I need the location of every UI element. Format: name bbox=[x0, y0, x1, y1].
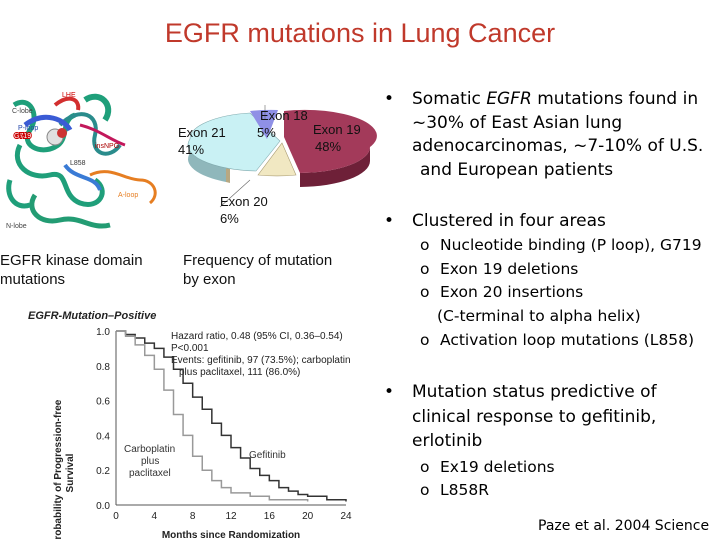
pie-label-exon20: Exon 20 6% bbox=[220, 194, 268, 226]
sub-bullet-ex19: o Ex19 deletions bbox=[420, 458, 555, 476]
p-loop-segment bbox=[23, 114, 73, 132]
km-y-tick: 0.6 bbox=[96, 397, 110, 408]
km-y-tick: 0.2 bbox=[96, 466, 110, 477]
bullet-3: • Mutation status predictive of clinical… bbox=[384, 382, 657, 451]
g719-label: G719 bbox=[14, 133, 31, 140]
sub-bullet-l858r: o L858R bbox=[420, 481, 489, 499]
pie-label-exon21: Exon 21 41% bbox=[178, 125, 226, 157]
km-ylabel-2: Survival bbox=[65, 453, 76, 492]
km-ylabel-1: Probability of Progression-free bbox=[53, 399, 64, 540]
km-x-tick: 4 bbox=[152, 511, 158, 522]
km-y-tick: 0.0 bbox=[96, 501, 110, 512]
km-stat-3: Events: gefitinib, 97 (73.5%); carboplat… bbox=[171, 355, 351, 366]
insnpg-label: insNPG bbox=[95, 143, 119, 150]
c-lobe-label: C-lobe bbox=[12, 108, 33, 115]
pie-label-exon18: Exon 18 5% bbox=[257, 108, 308, 140]
km-y-tick: 1.0 bbox=[96, 327, 110, 338]
sub-bullet-exon19: o Exon 19 deletions bbox=[420, 260, 579, 278]
a-loop-label: A-loop bbox=[118, 192, 138, 199]
bullet-1-line-1: Somatic EGFR mutations found in bbox=[412, 89, 699, 109]
sub-bullet-p-loop: o Nucleotide binding (P loop), G719 bbox=[420, 236, 702, 254]
km-heading: EGFR-Mutation–Positive bbox=[28, 310, 156, 322]
structure-caption: EGFR kinase domain mutations bbox=[0, 252, 143, 288]
n-lobe-label: N-lobe bbox=[6, 223, 27, 230]
km-y-axis: 0.0 0.2 0.4 0.6 0.8 1.0 bbox=[96, 327, 110, 512]
exon-pie-chart bbox=[187, 105, 377, 208]
km-xlabel: Months since Randomization bbox=[162, 530, 300, 540]
l858-label: L858 bbox=[70, 160, 86, 167]
bullet-dot-icon: • bbox=[384, 89, 395, 109]
lhe-label: LHE bbox=[62, 92, 76, 99]
bullet-dot-icon: • bbox=[384, 382, 395, 402]
km-x-tick: 8 bbox=[190, 511, 196, 522]
km-x-tick: 24 bbox=[340, 511, 352, 522]
km-y-tick: 0.4 bbox=[96, 431, 110, 442]
pie-caption: Frequency of mutation by exon bbox=[183, 252, 333, 288]
insnpg-segment bbox=[79, 123, 126, 147]
km-stat-2: P<0.001 bbox=[171, 343, 209, 354]
km-label-carbo-3: paclitaxel bbox=[129, 468, 171, 479]
lhe-segment bbox=[53, 96, 81, 111]
kinase-structure-image: C-lobe P-loop G719 LHE insNPG L858 A-loo… bbox=[6, 92, 157, 230]
km-label-carbo-1: Carboplatin bbox=[124, 444, 175, 455]
sub-bullet-exon20-detail: (C-terminal to alpha helix) bbox=[437, 307, 641, 325]
pie-slice-exon21 bbox=[187, 112, 281, 172]
km-x-tick: 16 bbox=[264, 511, 276, 522]
slide-title: EGFR mutations in Lung Cancer bbox=[164, 18, 556, 48]
km-x-axis: 0 4 8 12 16 20 24 bbox=[113, 511, 352, 522]
km-curve-carboplatin bbox=[116, 330, 309, 502]
sub-bullet-exon20: o Exon 20 insertions bbox=[420, 283, 584, 301]
pie-slice-exon18 bbox=[250, 109, 278, 139]
citation: Paze et al. 2004 Science bbox=[538, 518, 710, 534]
km-survival-plot: EGFR-Mutation–Positive Hazard ratio, 0.4… bbox=[28, 310, 352, 540]
km-x-tick: 20 bbox=[302, 511, 314, 522]
bullet-2: • Clustered in four areas bbox=[384, 211, 606, 231]
km-y-tick: 0.8 bbox=[96, 362, 110, 373]
km-stat-1: Hazard ratio, 0.48 (95% CI, 0.36–0.54) bbox=[171, 331, 343, 342]
pie-slice-exon20 bbox=[257, 142, 297, 177]
pie-label-exon19: Exon 19 48% bbox=[313, 122, 361, 154]
pie-slice-exon19 bbox=[284, 109, 377, 173]
km-x-tick: 12 bbox=[225, 511, 237, 522]
km-x-tick: 0 bbox=[113, 511, 119, 522]
km-label-gefitinib: Gefitinib bbox=[249, 450, 286, 461]
a-loop-segment bbox=[89, 170, 157, 205]
ribbon-structure bbox=[6, 93, 122, 229]
km-curve-gefitinib bbox=[116, 330, 347, 502]
sub-bullet-activation-loop: o Activation loop mutations (L858) bbox=[420, 331, 695, 349]
bullet-dot-icon: • bbox=[384, 211, 395, 231]
km-stat-4: plus paclitaxel, 111 (86.0%) bbox=[179, 367, 300, 378]
bullet-1: • Somatic EGFR mutations found in ~30% o… bbox=[384, 89, 704, 180]
p-loop-label: P-loop bbox=[18, 125, 38, 132]
km-label-carbo-2: plus bbox=[141, 456, 159, 467]
